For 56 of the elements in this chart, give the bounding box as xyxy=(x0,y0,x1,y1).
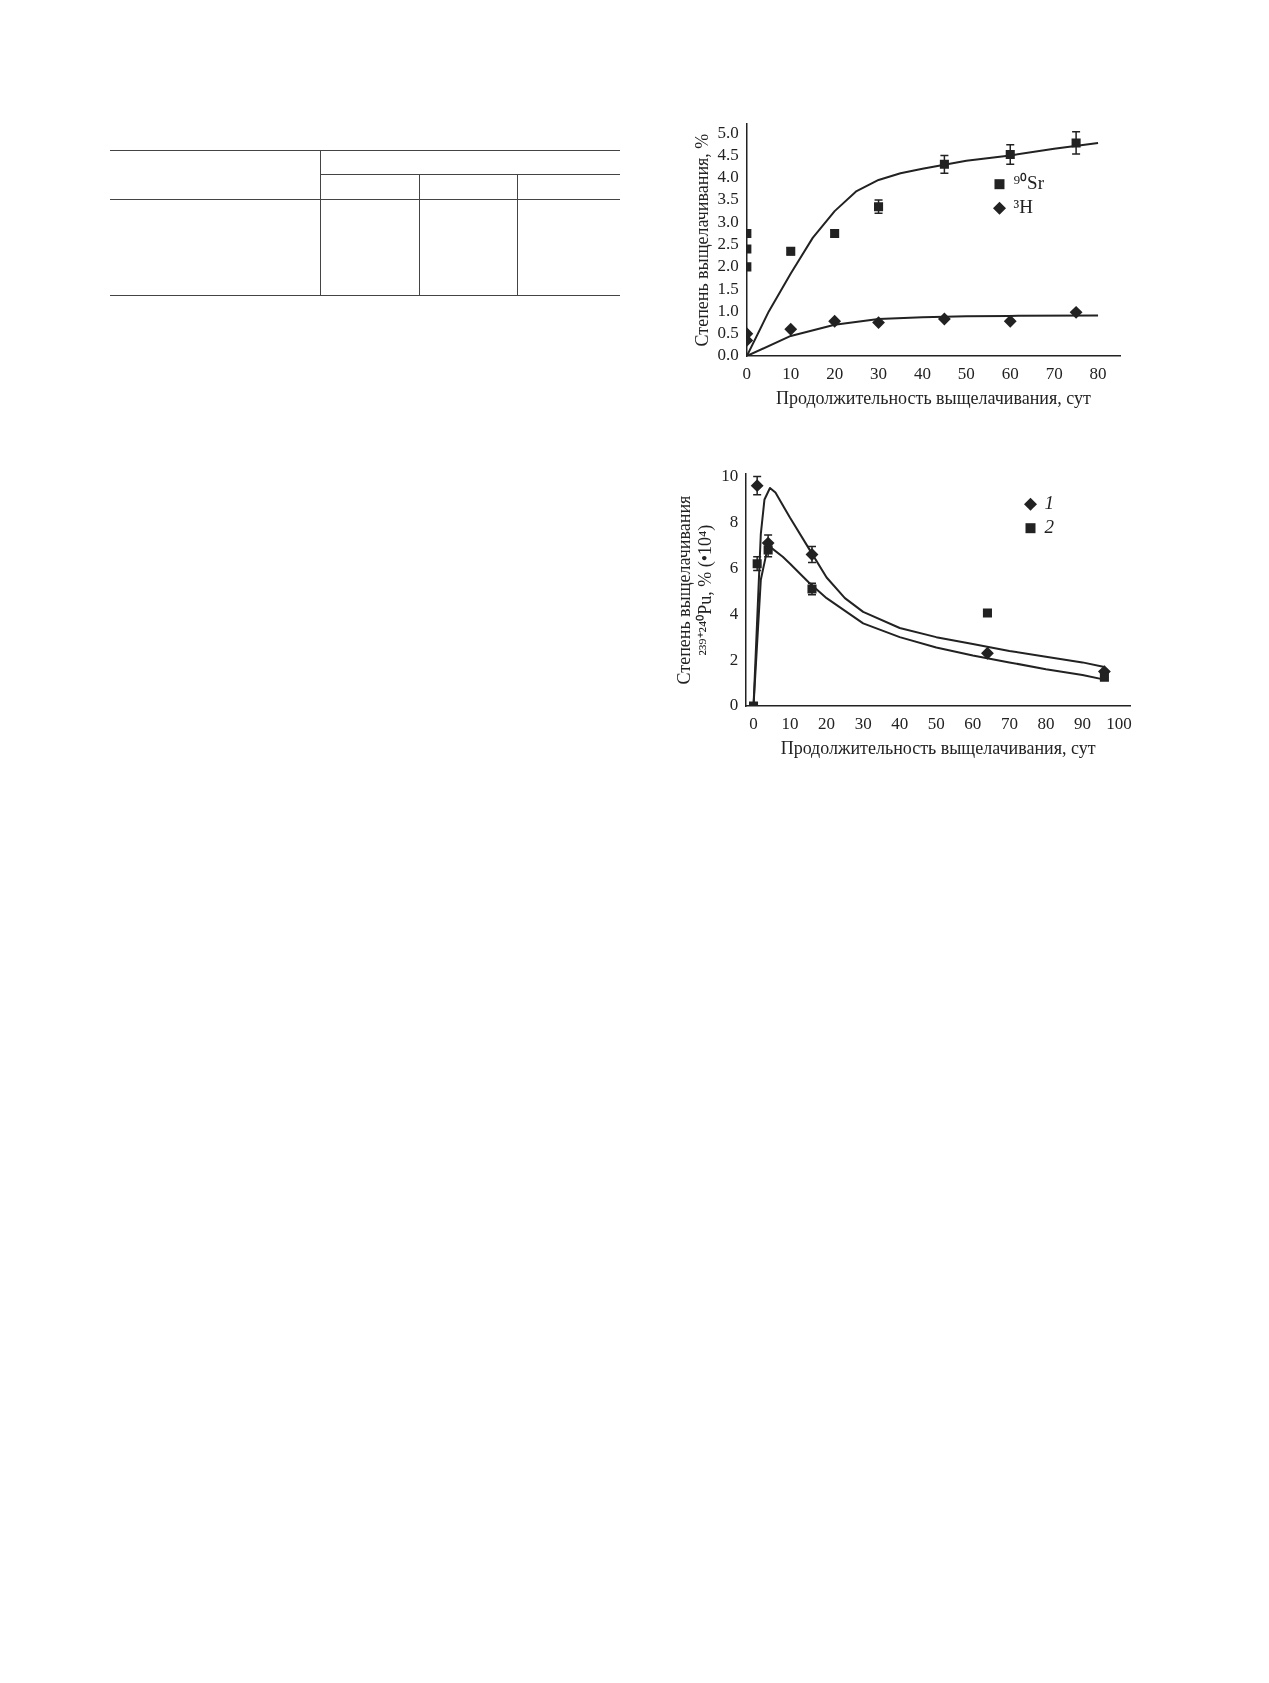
point xyxy=(938,313,951,325)
x-tick-label: 90 xyxy=(1073,713,1091,733)
x-tick-label: 40 xyxy=(891,713,909,733)
point xyxy=(828,315,841,328)
y-tick-label: 6 xyxy=(729,557,739,577)
legend-label: 2 xyxy=(1044,516,1055,538)
x-tick-label: 40 xyxy=(913,363,931,383)
x-tick-label: 80 xyxy=(1089,363,1107,383)
y-tick-label: 2.0 xyxy=(717,256,739,276)
y-tick-label: 4.0 xyxy=(717,167,739,187)
legend-label: ³H xyxy=(1013,196,1034,218)
point xyxy=(939,159,949,169)
x-tick-label: 60 xyxy=(1001,363,1019,383)
y-axis-title: Степень выщелачивания ²³⁹⁺²⁴⁰Pu, % (•10⁴) xyxy=(673,495,717,685)
y-tick-label: 0.5 xyxy=(717,323,739,343)
legend-label: ⁹⁰Sr xyxy=(1013,172,1045,194)
x-axis-title: Продолжительность выщелачивания, сут xyxy=(775,387,1092,408)
y-tick-label: 0.0 xyxy=(717,345,739,365)
y-tick-label: 2.5 xyxy=(717,234,739,254)
y-axis-title: Степень выщелачивания, % xyxy=(691,133,712,347)
y-tick-label: 0 xyxy=(729,695,739,715)
x-tick-label: 10 xyxy=(781,713,799,733)
x-tick-label: 100 xyxy=(1106,713,1132,733)
y-tick-label: 1.0 xyxy=(717,300,739,320)
x-tick-label: 20 xyxy=(826,363,844,383)
x-tick-label: 30 xyxy=(854,713,872,733)
x-tick-label: 60 xyxy=(964,713,982,733)
point xyxy=(982,608,992,618)
y-tick-label: 5.0 xyxy=(717,122,739,142)
point xyxy=(1005,149,1015,160)
x-axis-title: Продолжительность выщелачивания, сут xyxy=(780,737,1096,758)
x-tick-label: 70 xyxy=(1045,363,1063,383)
x-tick-label: 50 xyxy=(957,363,975,383)
y-tick-label: 3.0 xyxy=(717,211,739,231)
point xyxy=(1004,315,1017,328)
x-tick-label: 50 xyxy=(927,713,945,733)
x-tick-label: 70 xyxy=(1000,713,1018,733)
x-tick-label: 80 xyxy=(1037,713,1055,733)
y-tick-label: 3.5 xyxy=(717,189,739,209)
point xyxy=(981,647,994,660)
y-tick-label: 4.5 xyxy=(717,144,739,164)
y-tick-label: 10 xyxy=(721,465,739,485)
x-tick-label: 0 xyxy=(742,363,752,383)
y-tick-label: 1.5 xyxy=(717,278,739,298)
x-tick-label: 30 xyxy=(870,363,888,383)
x-tick-label: 20 xyxy=(818,713,836,733)
point xyxy=(1070,306,1083,319)
x-tick-label: 0 xyxy=(749,713,758,733)
point xyxy=(872,316,885,329)
y-tick-label: 2 xyxy=(729,649,739,669)
y-tick-label: 4 xyxy=(729,603,739,623)
x-tick-label: 10 xyxy=(782,363,800,383)
y-tick-label: 8 xyxy=(729,511,739,531)
legend-label: 1 xyxy=(1044,492,1054,514)
point xyxy=(784,323,797,336)
point xyxy=(1099,672,1109,682)
